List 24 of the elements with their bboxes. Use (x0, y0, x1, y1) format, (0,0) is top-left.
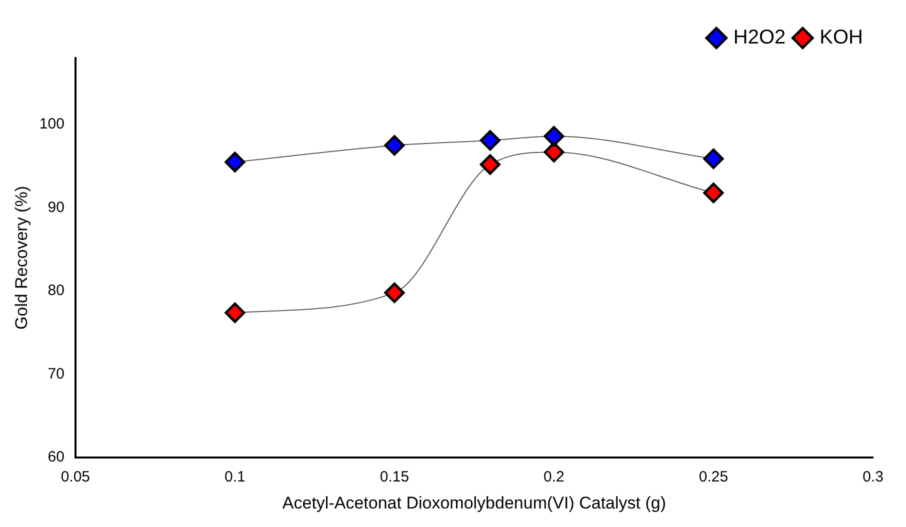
x-tick-label: 0.15 (380, 468, 410, 486)
point (480, 154, 500, 175)
y-tick-label: 100 (39, 116, 64, 133)
legend-label: KOH (820, 26, 864, 49)
point (384, 282, 405, 304)
point (480, 130, 500, 151)
y-tick-label: 60 (48, 448, 64, 466)
legend-label: H2O2 (733, 26, 786, 49)
x-tick-label: 0.2 (544, 468, 564, 486)
point (224, 302, 246, 323)
x-axis-title: Acetyl-Acetonat Dioxomolybdenum(VI) Catalyst (g) (282, 493, 666, 512)
x-tick-label: 0.1 (224, 468, 246, 486)
x-tick-label: 0.25 (698, 468, 728, 486)
point (224, 152, 246, 172)
y-axis-title: Gold Recovery (%) (12, 186, 31, 330)
point (544, 126, 564, 147)
x-tick-label: 0.3 (862, 468, 884, 486)
point (703, 182, 724, 204)
point (384, 135, 405, 156)
y-tick-label: 70 (48, 365, 64, 382)
y-tick-label: 80 (48, 282, 64, 300)
y-tick-label: 90 (48, 198, 64, 216)
x-tick-label: 0.05 (60, 468, 90, 486)
point (703, 148, 724, 169)
